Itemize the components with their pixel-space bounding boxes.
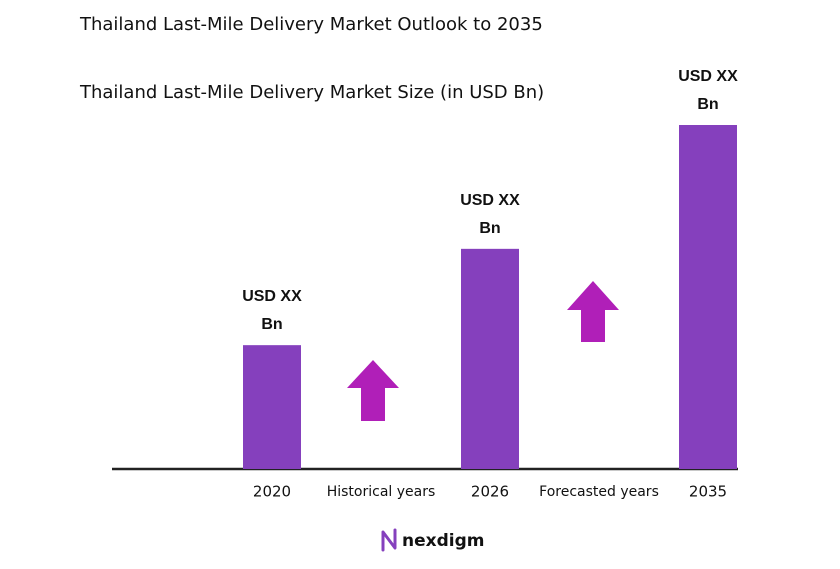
brand-logo: nexdigm (381, 528, 484, 552)
x-tick-label: 2020 (253, 483, 291, 501)
chart-title: Thailand Last-Mile Delivery Market Outlo… (79, 14, 543, 35)
x-tick-label: 2026 (471, 483, 509, 501)
data-label: USD XX Bn (460, 191, 520, 237)
brand-name: nexdigm (402, 531, 484, 551)
x-tick-label: Forecasted years (539, 484, 659, 500)
bar (243, 345, 301, 469)
bar (679, 125, 737, 469)
bar (461, 248, 519, 469)
data-label: USD XX Bn (242, 288, 302, 334)
logo-icon (381, 528, 397, 552)
chart-subtitle: Thailand Last-Mile Delivery Market Size … (79, 82, 544, 103)
growth-arrow (347, 360, 399, 421)
x-tick-label: 2035 (689, 483, 727, 501)
x-tick-label: Historical years (327, 484, 436, 500)
growth-arrow (567, 281, 619, 342)
data-label: USD XX Bn (678, 68, 738, 113)
